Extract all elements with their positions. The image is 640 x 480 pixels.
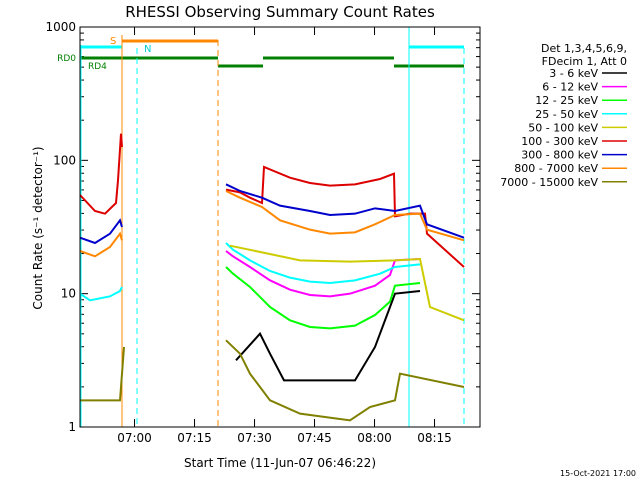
series-line-25-50-kev	[79, 286, 123, 302]
legend-header-1: Det 1,3,4,5,6,9,	[541, 42, 627, 55]
legend-label-300-800-kev: 300 - 800 keV	[521, 149, 598, 162]
x-tick-label: 08:00	[357, 431, 392, 445]
legend-label-50-100-kev: 50 - 100 keV	[528, 121, 598, 134]
series-line-800-7000-kev	[225, 190, 465, 242]
legend-header-2: FDecim 1, Att 0	[542, 55, 627, 68]
legend-label-800-7000-kev: 800 - 7000 keV	[514, 162, 598, 175]
x-tick-label: 07:45	[297, 431, 332, 445]
y-tick-label: 1000	[45, 20, 76, 34]
x-tick-label: 08:15	[417, 431, 452, 445]
legend-label-6-12-kev: 6 - 12 keV	[542, 81, 598, 94]
series-line-12-25-kev	[225, 266, 421, 330]
y-tick-label: 10	[61, 287, 76, 301]
series-line-300-800-kev	[79, 218, 123, 245]
rd4-label: RD4	[88, 62, 107, 72]
x-axis-label: Start Time (11-Jun-07 06:46:22)	[184, 456, 376, 470]
series-line-3-6-kev	[235, 290, 421, 382]
y-axis-label: Count Rate (s⁻¹ detector⁻¹)	[31, 146, 45, 309]
series-line-100-300-kev	[79, 133, 123, 215]
timestamp: 15-Oct-2021 17:00	[560, 469, 636, 478]
chart-title: RHESSI Observing Summary Count Rates	[125, 3, 435, 21]
series-line-7000-15000-kev	[225, 339, 465, 422]
legend-label-25-50-kev: 25 - 50 keV	[535, 108, 598, 121]
legend-label-100-300-kev: 100 - 300 keV	[521, 135, 598, 148]
y-tick-label: 100	[53, 153, 76, 167]
legend-label-3-6-kev: 3 - 6 keV	[549, 67, 598, 80]
x-tick-label: 07:15	[177, 431, 212, 445]
saa-flag-label: S	[110, 36, 116, 47]
rd0-label: RD0	[57, 54, 76, 64]
night-flag-label: N	[144, 44, 151, 55]
series-line-800-7000-kev	[79, 231, 123, 258]
series-line-7000-15000-kev	[80, 346, 125, 402]
plot-frame	[79, 26, 481, 428]
legend-label-7000-15000-kev: 7000 - 15000 keV	[500, 176, 598, 189]
y-tick-label: 1	[68, 420, 76, 434]
series-line-25-50-kev	[225, 242, 421, 285]
series-line-6-12-kev	[225, 250, 421, 298]
x-tick-label: 07:30	[237, 431, 272, 445]
series-line-50-100-kev	[229, 244, 465, 322]
series-line-300-800-kev	[225, 183, 465, 239]
x-tick-label: 07:00	[117, 431, 152, 445]
legend-label-12-25-kev: 12 - 25 keV	[535, 94, 598, 107]
